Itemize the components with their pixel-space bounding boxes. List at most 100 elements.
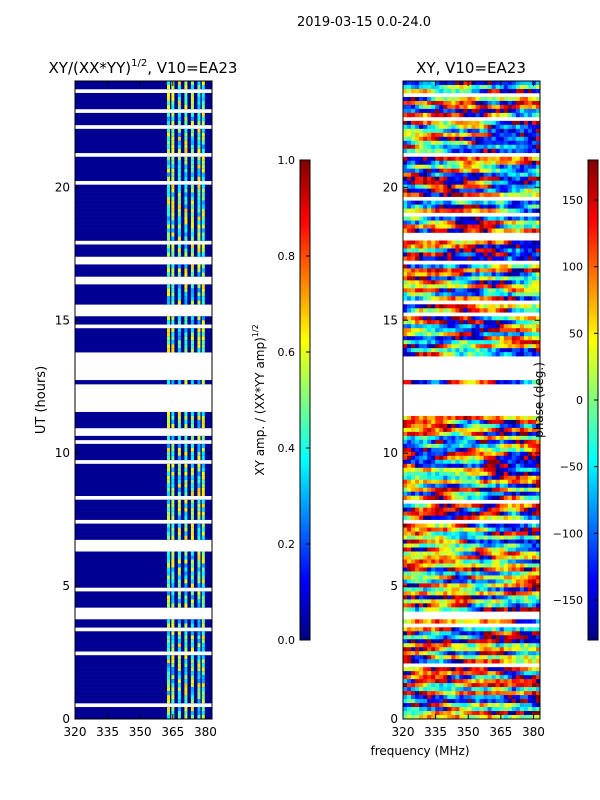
- heatmap-cell: [167, 583, 171, 588]
- heatmap-row: [75, 296, 212, 301]
- heatmap-cell: [451, 655, 456, 660]
- heatmap-cell: [439, 296, 444, 301]
- heatmap-cell: [451, 292, 456, 297]
- heatmap-cell: [467, 332, 472, 337]
- heatmap-cell: [511, 527, 517, 532]
- heatmap-cell: [519, 340, 525, 345]
- heatmap-cell: [197, 455, 201, 461]
- heatmap-cell: [167, 555, 171, 560]
- heatmap-cell: [403, 483, 408, 489]
- heatmap-cell: [503, 192, 509, 197]
- heatmap-cell: [190, 567, 194, 572]
- heatmap-row: [75, 344, 212, 349]
- heatmap-cell: [495, 96, 501, 102]
- heatmap-cell: [431, 224, 436, 229]
- heatmap-cell: [190, 507, 194, 512]
- heatmap-cell: [431, 495, 436, 500]
- heatmap-cell: [459, 316, 464, 321]
- heatmap-cell: [511, 272, 517, 277]
- heatmap-cell: [523, 184, 529, 189]
- heatmap-cell: [167, 196, 171, 201]
- heatmap-cell: [455, 559, 460, 564]
- heatmap-cell: [479, 475, 484, 481]
- heatmap-row: [75, 415, 212, 421]
- heatmap-cell: [451, 555, 456, 560]
- heatmap-cell: [511, 631, 517, 636]
- heatmap-cell: [499, 320, 505, 325]
- heatmap-cell: [483, 419, 488, 425]
- heatmap-cell: [439, 475, 444, 481]
- heatmap-cell: [479, 208, 484, 213]
- heatmap-cell: [443, 599, 448, 604]
- heatmap-cell: [535, 591, 541, 596]
- heatmap-cell: [431, 220, 436, 225]
- heatmap-cell: [475, 304, 480, 309]
- heatmap-cell: [184, 535, 188, 540]
- heatmap-cell: [463, 603, 468, 608]
- heatmap-cell: [535, 627, 541, 632]
- heatmap-cell: [523, 176, 529, 181]
- heatmap-cell: [184, 300, 188, 305]
- heatmap-cell: [197, 164, 201, 170]
- heatmap-cell: [503, 543, 509, 548]
- heatmap-cell: [515, 344, 521, 349]
- heatmap-cell: [535, 296, 541, 301]
- heatmap-cell: [455, 288, 460, 293]
- heatmap-cell: [515, 423, 521, 429]
- heatmap-cell: [443, 140, 448, 146]
- heatmap-cell: [447, 328, 452, 333]
- heatmap-cell: [407, 619, 412, 624]
- heatmap-cell: [519, 352, 525, 357]
- heatmap-cell: [197, 675, 201, 680]
- heatmap-cell: [423, 591, 428, 596]
- heatmap-cell: [201, 140, 205, 146]
- heatmap-cell: [419, 252, 424, 257]
- heatmap-cell: [171, 683, 175, 688]
- heatmap-cell: [407, 288, 412, 293]
- heatmap-cell: [415, 256, 420, 261]
- heatmap-cell: [535, 547, 541, 552]
- heatmap-cell: [495, 200, 501, 205]
- heatmap-cell: [167, 144, 171, 150]
- heatmap-cell: [427, 320, 432, 325]
- heatmap-cell: [167, 631, 171, 636]
- heatmap-cell: [411, 631, 416, 636]
- heatmap-cell: [511, 603, 517, 608]
- heatmap-cell: [531, 136, 537, 142]
- heatmap-cell: [467, 523, 472, 528]
- heatmap-cell: [519, 280, 525, 285]
- heatmap-cell: [427, 148, 432, 154]
- heatmap-cell: [527, 551, 533, 556]
- heatmap-cell: [171, 687, 175, 692]
- heatmap-cell: [184, 224, 188, 229]
- heatmap-cell: [535, 523, 541, 528]
- heatmap-cell: [507, 463, 513, 469]
- heatmap-cell: [403, 559, 408, 564]
- heatmap-cell: [463, 599, 468, 604]
- heatmap-cell: [167, 104, 171, 110]
- heatmap-cell: [479, 507, 484, 512]
- heatmap-row: [75, 244, 212, 249]
- heatmap-cell: [499, 575, 505, 580]
- heatmap-cell: [415, 527, 420, 532]
- heatmap-cell: [507, 188, 513, 193]
- heatmap-cell: [427, 603, 432, 608]
- heatmap-cell: [407, 415, 412, 421]
- heatmap-cell: [459, 184, 464, 189]
- heatmap-cell: [451, 599, 456, 604]
- heatmap-cell: [471, 332, 476, 337]
- heatmap-cell: [515, 292, 521, 297]
- heatmap-cell: [483, 455, 488, 461]
- heatmap-cell: [407, 495, 412, 500]
- heatmap-cell: [491, 559, 496, 564]
- heatmap-cell: [515, 659, 521, 664]
- heatmap-cell: [190, 296, 194, 301]
- heatmap-cell: [455, 84, 460, 90]
- heatmap-cell: [483, 81, 488, 86]
- heatmap-cell: [527, 100, 533, 106]
- heatmap-cell: [479, 431, 484, 437]
- heatmap-cell: [515, 431, 521, 437]
- heatmap-cell: [527, 475, 533, 481]
- heatmap-cell: [177, 583, 181, 588]
- heatmap-cell: [427, 224, 432, 229]
